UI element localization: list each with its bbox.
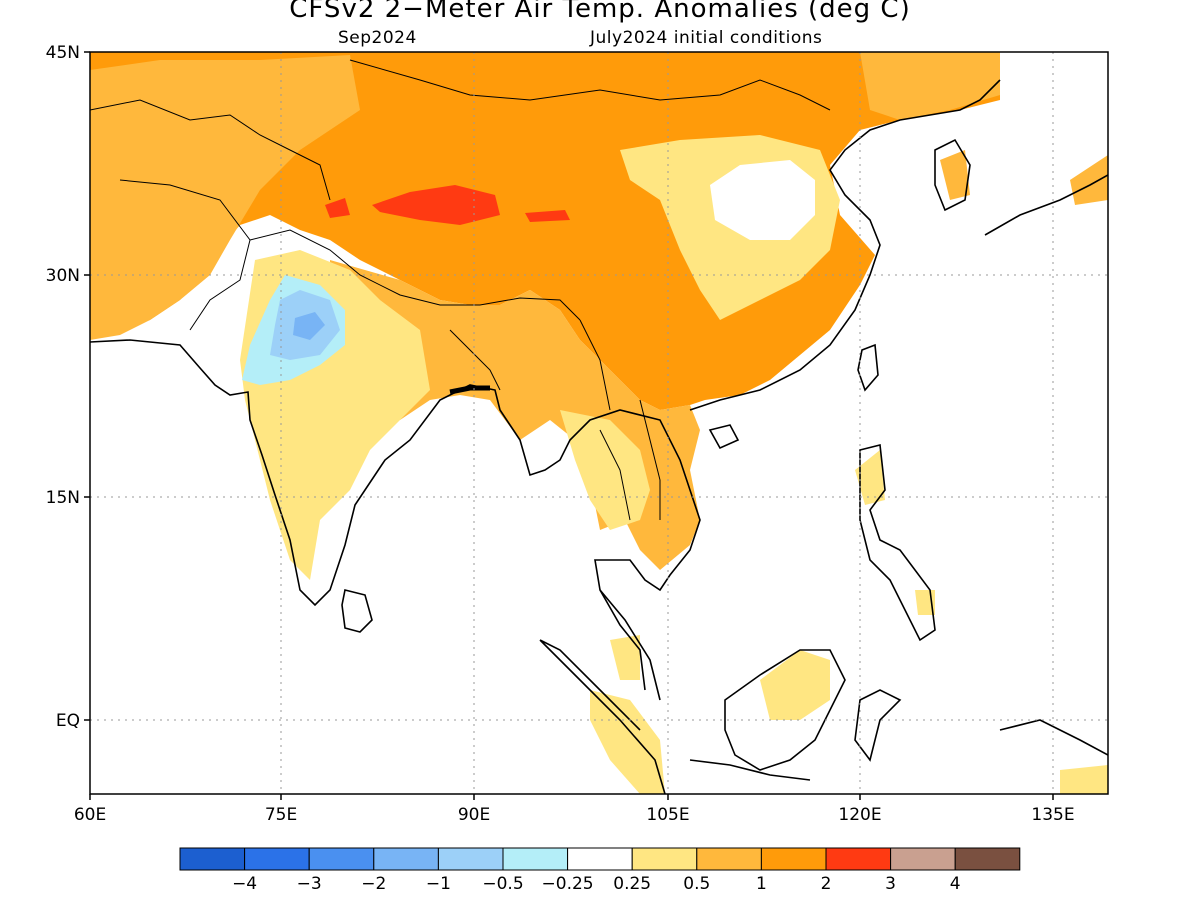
- colorbar-swatch: [631, 847, 698, 871]
- colorbar-swatch: [502, 847, 569, 871]
- lon-label-90e: 90E: [458, 805, 490, 825]
- border-afghan-pak: [119, 179, 251, 331]
- coastline-java: [689, 759, 811, 781]
- border-india-bangladesh: [449, 329, 501, 391]
- coastline-sulawesi: [854, 689, 902, 762]
- coastline-malaya: [599, 589, 661, 701]
- initial-conditions-label: July2024 initial conditions: [590, 28, 823, 48]
- border-central-asia: [90, 99, 331, 201]
- coastline-sumatra: [539, 639, 666, 794]
- lon-label-120e: 120E: [838, 805, 881, 825]
- coastline-taiwan: [857, 343, 879, 392]
- anomaly-region-1-west: [90, 55, 360, 340]
- anomaly-region-neutral-north-china: [710, 160, 815, 240]
- coastline-arabia-india: [90, 339, 701, 691]
- border-indochina: [579, 319, 661, 521]
- forecast-month-label: Sep2024: [338, 28, 417, 48]
- lon-label-135e: 135E: [1031, 805, 1074, 825]
- anomaly-region-05-philippines: [855, 450, 935, 615]
- anomaly-region-2-3-tibet-east: [525, 210, 570, 222]
- chart-title: CFSv2 2−Meter Air Temp. Anomalies (deg C…: [289, 0, 911, 24]
- coastline-philippines: [859, 444, 936, 642]
- colorbar-swatch: [373, 847, 439, 871]
- lon-label-60e: 60E: [74, 805, 106, 825]
- colorbar-label: 3: [885, 874, 896, 894]
- coastline-hainan: [708, 424, 740, 450]
- colorbar-label: 2: [821, 874, 832, 894]
- map-field: [90, 52, 1108, 794]
- country-borders: [90, 59, 831, 521]
- lon-label-105e: 105E: [646, 805, 689, 825]
- anomaly-region-1-northeast: [860, 52, 1000, 120]
- border-himalaya: [249, 229, 581, 321]
- colorbar: −4 −3 −2 −1 −0.5 −0.25 0.25 0.5 1 2 3 4: [179, 847, 1021, 894]
- colorbar-swatch: [437, 847, 504, 871]
- map-grid: [90, 52, 1108, 794]
- anomaly-region-05-sumatra: [590, 690, 665, 794]
- colorbar-swatch: [890, 847, 956, 871]
- coastline-china: [689, 79, 1001, 411]
- anomaly-region-1-japan: [1070, 155, 1108, 205]
- coastline-srilanka: [341, 589, 373, 633]
- colorbar-label: −2: [361, 874, 386, 894]
- coastline-korea: [934, 138, 971, 212]
- anomaly-region-05-malaya: [610, 635, 640, 680]
- colorbar-swatch: [567, 847, 633, 871]
- colorbar-label: −1: [426, 874, 451, 894]
- anomaly-region-05-newguinea: [1060, 765, 1108, 794]
- coastline-japan: [984, 174, 1108, 236]
- anomaly-region-2-3-kashmir: [325, 198, 350, 218]
- coastline-newguinea: [999, 719, 1108, 756]
- colorbar-label: −0.25: [542, 874, 594, 894]
- colorbar-label: 0.25: [613, 874, 651, 894]
- colorbar-swatch: [244, 847, 310, 871]
- colorbar-label: −3: [297, 874, 322, 894]
- anomaly-region-05-indochina: [560, 410, 650, 530]
- colorbar-swatch: [308, 847, 375, 871]
- lat-label-45n: 45N: [46, 43, 80, 63]
- colorbar-swatch: [825, 847, 892, 871]
- coastline-borneo: [724, 649, 846, 771]
- colorbar-swatch: [696, 847, 762, 871]
- colorbar-label: −0.5: [482, 874, 523, 894]
- lat-label-eq: EQ: [56, 711, 80, 731]
- anomaly-region-05-borneo: [760, 650, 830, 720]
- colorbar-label: 1: [756, 874, 767, 894]
- colorbar-label: 4: [950, 874, 961, 894]
- colorbar-label: 0.5: [683, 874, 710, 894]
- tick-marks: [84, 51, 1054, 800]
- lat-label-30n: 30N: [46, 266, 80, 286]
- coastlines: [90, 79, 1108, 794]
- colorbar-swatch: [760, 847, 827, 871]
- border-mongolia: [349, 59, 831, 111]
- border-bay-of-bengal-delta: [449, 385, 490, 395]
- lat-label-15n: 15N: [46, 488, 80, 508]
- anomaly-region-2-3-tibet: [372, 185, 500, 225]
- anomaly-region-neg1-india: [293, 312, 325, 340]
- colorbar-swatch: [954, 847, 1021, 871]
- anomaly-region-1-korea: [940, 150, 970, 200]
- colorbar-label: −4: [232, 874, 257, 894]
- colorbar-swatch: [179, 847, 246, 871]
- map-frame: [89, 51, 1109, 795]
- lon-label-75e: 75E: [265, 805, 297, 825]
